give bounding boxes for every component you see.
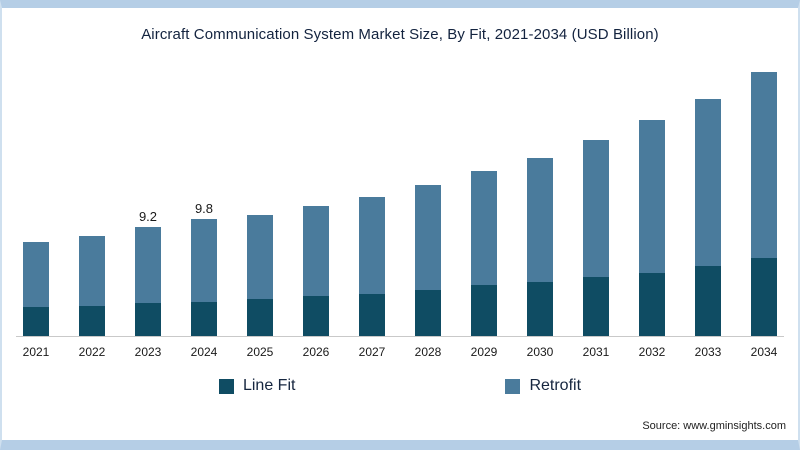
bar-segment-line-fit [303,296,329,337]
bar-column-2032: 2032 [632,53,672,365]
x-axis-label-2029: 2029 [470,345,498,359]
bar-2026 [303,206,329,337]
legend-swatch-retrofit [505,378,521,394]
bar-segment-retrofit [471,171,497,286]
legend-label-line-fit: Line Fit [242,377,296,394]
bar-column-2030: 2030 [520,53,560,365]
bar-segment-retrofit [415,184,441,291]
bar-2028 [415,184,441,337]
x-axis-label-2033: 2033 [694,345,722,359]
bar-column-2029: 2029 [464,53,504,365]
x-axis-label-2027: 2027 [358,345,386,359]
x-axis-label-2031: 2031 [582,345,610,359]
bar-segment-retrofit [583,140,609,277]
bar-segment-retrofit [79,236,105,306]
bar-segment-retrofit [639,119,665,274]
bar-column-2023: 9.2 2023 [128,53,168,365]
bar-2031 [583,140,609,337]
x-axis-label-2024: 2024 [190,345,218,359]
bar-2027 [359,196,385,337]
x-axis-line [16,336,784,337]
bar-value-label-2024: 9.8 [194,201,214,217]
bar-segment-line-fit [527,281,553,337]
bar-segment-line-fit [359,293,385,337]
bar-column-2024: 9.8 2024 [184,53,224,365]
bar-2033 [695,99,721,337]
bar-segment-line-fit [583,277,609,337]
bar-segment-retrofit [527,158,553,282]
bar-2024 [191,219,217,337]
bar-segment-retrofit [751,71,777,258]
bar-2022 [79,236,105,337]
bar-column-2026: 2026 [296,53,336,365]
bar-column-2031: 2031 [576,53,616,365]
bar-segment-line-fit [751,257,777,337]
bar-2030 [527,158,553,337]
bar-2025 [247,214,273,337]
chart-title: Aircraft Communication System Market Siz… [141,26,659,43]
bar-column-2021: 2021 [16,53,56,365]
legend-label-retrofit: Retrofit [529,377,582,394]
bar-column-2022: 2022 [72,53,112,365]
bar-2032 [639,119,665,337]
plot-area: 2021 2022 9.2 2023 9.8 2024 2025 2026 2027 2028 20… [16,53,784,365]
bar-segment-line-fit [639,273,665,337]
source-attribution: Source: www.gminsights.com [642,420,786,432]
legend-item-retrofit: Retrofit [505,377,581,395]
bar-2034 [751,71,777,337]
bar-segment-line-fit [471,285,497,337]
bar-segment-retrofit [191,219,217,303]
x-axis-label-2032: 2032 [638,345,666,359]
x-axis-label-2034: 2034 [750,345,778,359]
bar-segment-line-fit [415,290,441,337]
bar-segment-retrofit [303,206,329,297]
bar-2029 [471,171,497,337]
x-axis-label-2025: 2025 [246,345,274,359]
bar-segment-line-fit [247,298,273,337]
bar-value-label-2023: 9.2 [138,208,158,224]
bar-segment-line-fit [135,303,161,337]
x-axis-label-2026: 2026 [302,345,330,359]
legend: Line Fit Retrofit [2,377,798,395]
x-axis-label-2022: 2022 [78,345,106,359]
bar-2023 [135,226,161,337]
bar-column-2025: 2025 [240,53,280,365]
bar-segment-retrofit [695,99,721,267]
bar-segment-line-fit [695,266,721,337]
bar-column-2034: 2034 [744,53,784,365]
bar-segment-retrofit [247,214,273,299]
bar-2021 [23,242,49,337]
bar-column-2028: 2028 [408,53,448,365]
bar-segment-retrofit [135,226,161,304]
bar-column-2027: 2027 [352,53,392,365]
x-axis-label-2030: 2030 [526,345,554,359]
legend-swatch-line-fit [218,378,234,394]
bar-segment-retrofit [23,242,49,307]
legend-item-line-fit: Line Fit [218,377,296,395]
bar-segment-line-fit [23,307,49,337]
bar-segment-line-fit [191,302,217,337]
x-axis-label-2021: 2021 [22,345,50,359]
bar-column-2033: 2033 [688,53,728,365]
bar-segment-retrofit [359,196,385,294]
x-axis-label-2028: 2028 [414,345,442,359]
bars-container: 2021 2022 9.2 2023 9.8 2024 2025 2026 2027 2028 20… [16,53,784,365]
x-axis-label-2023: 2023 [134,345,162,359]
bar-segment-line-fit [79,305,105,337]
